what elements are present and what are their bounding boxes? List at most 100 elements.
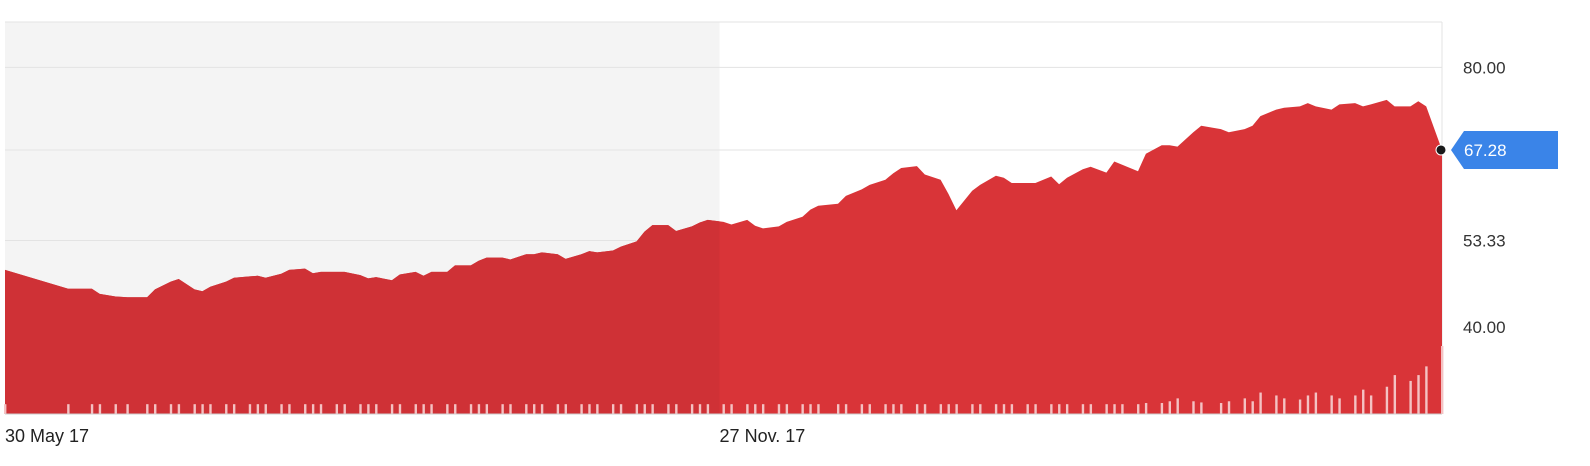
volume-bar bbox=[264, 404, 267, 414]
volume-bar bbox=[1026, 404, 1029, 414]
volume-bar bbox=[1409, 380, 1412, 414]
volume-bar bbox=[485, 404, 489, 414]
volume-bar bbox=[1010, 404, 1014, 414]
last-value-dot bbox=[1435, 144, 1447, 156]
volume-bar bbox=[1050, 404, 1053, 414]
volume-bar bbox=[619, 404, 623, 414]
volume-bar bbox=[785, 404, 789, 414]
volume-bar bbox=[1227, 401, 1231, 414]
volume-bar bbox=[971, 404, 974, 414]
volume-bar bbox=[454, 404, 457, 414]
volume-bar bbox=[177, 404, 181, 414]
volume-bar bbox=[635, 404, 639, 414]
volume-bar bbox=[1137, 404, 1140, 414]
volume-bar bbox=[335, 404, 339, 414]
volume-bar bbox=[525, 404, 528, 414]
volume-bar bbox=[1338, 398, 1341, 414]
volume-bar bbox=[730, 404, 733, 414]
volume-bar bbox=[367, 404, 370, 414]
volume-bar bbox=[923, 404, 927, 414]
volume-bars-group bbox=[4, 346, 1444, 414]
volume-bar bbox=[1306, 395, 1310, 414]
volume-bar bbox=[430, 404, 433, 414]
volume-bar bbox=[651, 404, 654, 414]
y-axis-group: 80.00 53.33 40.00 bbox=[1463, 58, 1506, 337]
volume-bar bbox=[469, 404, 473, 414]
volume-bar bbox=[232, 404, 236, 414]
volume-bar bbox=[690, 404, 694, 414]
volume-bar bbox=[414, 404, 417, 414]
x-axis-group: 30 May 17 27 Nov. 17 bbox=[5, 413, 1442, 446]
volume-bar bbox=[1441, 346, 1444, 414]
volume-bar bbox=[304, 404, 307, 414]
volume-bar bbox=[860, 404, 864, 414]
area-series-group bbox=[5, 99, 1442, 415]
volume-bar bbox=[1314, 392, 1318, 414]
last-value-label: 67.28 bbox=[1464, 141, 1507, 160]
volume-bar bbox=[319, 404, 323, 414]
volume-bar bbox=[398, 404, 402, 414]
volume-bar bbox=[955, 404, 958, 414]
x-tick-label: 27 Nov. 17 bbox=[720, 426, 806, 446]
volume-bar bbox=[1160, 403, 1164, 414]
volume-bar bbox=[809, 404, 812, 414]
volume-bar bbox=[154, 404, 157, 414]
volume-bar bbox=[1243, 398, 1247, 414]
volume-bar bbox=[1065, 404, 1069, 414]
volume-bar bbox=[1089, 404, 1093, 414]
y-tick-label: 40.00 bbox=[1463, 318, 1506, 337]
volume-bar bbox=[1283, 398, 1286, 414]
volume-bar bbox=[580, 404, 583, 414]
volume-bar bbox=[114, 404, 117, 414]
volume-bar bbox=[375, 404, 378, 414]
volume-bar bbox=[1176, 398, 1179, 414]
volume-bar bbox=[343, 404, 346, 414]
volume-bar bbox=[1259, 392, 1262, 414]
price-area-shaded-period bbox=[5, 219, 720, 414]
volume-bar bbox=[947, 404, 950, 414]
volume-bar bbox=[556, 404, 560, 414]
volume-bar bbox=[836, 404, 840, 414]
volume-bar bbox=[979, 404, 982, 414]
volume-bar bbox=[311, 404, 315, 414]
volume-bar bbox=[509, 404, 512, 414]
volume-bar bbox=[675, 404, 678, 414]
volume-bar bbox=[588, 404, 591, 414]
volume-bar bbox=[390, 404, 394, 414]
volume-bar bbox=[288, 404, 291, 414]
volume-bar bbox=[533, 404, 536, 414]
volume-bar bbox=[501, 404, 504, 414]
volume-bar bbox=[884, 404, 887, 414]
volume-bar bbox=[746, 404, 749, 414]
volume-bar bbox=[643, 404, 646, 414]
volume-bar bbox=[359, 404, 362, 414]
volume-bar bbox=[225, 404, 228, 414]
volume-bar bbox=[98, 404, 102, 414]
volume-bar bbox=[146, 404, 149, 414]
volume-bar bbox=[754, 404, 757, 414]
volume-bar bbox=[844, 404, 848, 414]
volume-bar bbox=[4, 404, 7, 414]
volume-bar bbox=[596, 404, 599, 414]
volume-bar bbox=[1393, 375, 1397, 414]
volume-bar bbox=[248, 404, 252, 414]
volume-bar bbox=[1369, 395, 1373, 414]
volume-bar bbox=[564, 404, 567, 414]
volume-bar bbox=[1219, 403, 1223, 414]
volume-bar bbox=[201, 404, 204, 414]
volume-bar bbox=[1354, 395, 1357, 414]
volume-bar bbox=[1275, 395, 1278, 414]
last-value-badge bbox=[1451, 130, 1558, 169]
volume-bar bbox=[801, 404, 804, 414]
volume-bar bbox=[422, 404, 425, 414]
volume-bar bbox=[1002, 404, 1006, 414]
volume-bar bbox=[280, 404, 283, 414]
volume-bar bbox=[209, 404, 212, 414]
volume-bar bbox=[126, 404, 129, 414]
volume-bar bbox=[1362, 389, 1365, 414]
last-value-group: 67.28 bbox=[1435, 130, 1558, 169]
volume-bar bbox=[994, 404, 998, 414]
volume-bar bbox=[1425, 366, 1428, 414]
volume-bar bbox=[1113, 404, 1116, 414]
